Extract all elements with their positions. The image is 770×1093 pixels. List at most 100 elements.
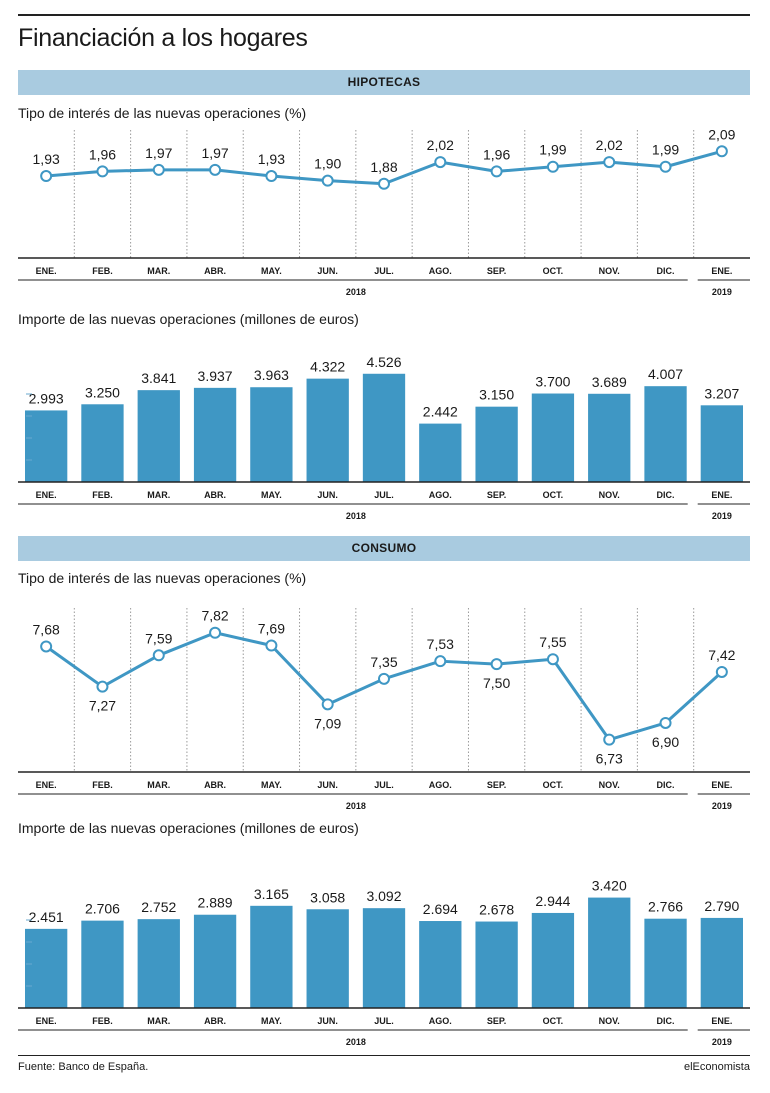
page-title: Financiación a los hogares bbox=[18, 24, 308, 52]
consumo-interes-data-label: 7,55 bbox=[539, 634, 566, 650]
hipotecas-interes-tick-label: JUL. bbox=[374, 266, 394, 276]
hipotecas-interes-tick-label: JUN. bbox=[317, 266, 338, 276]
hipotecas-importe-tick-label: DIC. bbox=[657, 490, 675, 500]
hipotecas-interes-point bbox=[490, 165, 503, 178]
consumo-interes-point bbox=[715, 665, 728, 678]
chart-title-hipotecas-importe: Importe de las nuevas operaciones (millo… bbox=[18, 311, 359, 327]
consumo-interes-data-label: 6,90 bbox=[652, 734, 679, 750]
consumo-importe-year-label-2018: 2018 bbox=[346, 1037, 366, 1047]
consumo-interes-point bbox=[265, 639, 278, 652]
hipotecas-importe-tick-label: MAY. bbox=[261, 490, 282, 500]
hipotecas-interes-point bbox=[434, 156, 447, 169]
consumo-interes-data-label: 7,59 bbox=[145, 630, 172, 646]
hipotecas-interes-data-label: 1,90 bbox=[314, 156, 341, 172]
hipotecas-importe-bar bbox=[700, 405, 743, 482]
hipotecas-importe-tick-label: SEP. bbox=[487, 490, 506, 500]
hipotecas-importe-data-label: 3.937 bbox=[198, 368, 233, 384]
consumo-importe-tick-label: ENE. bbox=[711, 1016, 732, 1026]
consumo-interes-data-label: 7,50 bbox=[483, 675, 510, 691]
consumo-importe-data-label: 2.706 bbox=[85, 901, 120, 917]
consumo-importe-bar bbox=[250, 905, 293, 1008]
consumo-interes-year-label-2018: 2018 bbox=[346, 801, 366, 811]
consumo-interes-data-label: 7,69 bbox=[258, 620, 285, 636]
hipotecas-importe-tick-label: NOV. bbox=[599, 490, 620, 500]
consumo-interes-tick-label: NOV. bbox=[599, 780, 620, 790]
consumo-importe-bar bbox=[306, 909, 349, 1008]
hipotecas-importe-data-label: 3.250 bbox=[85, 384, 120, 400]
consumo-interes-point bbox=[490, 658, 503, 671]
hipotecas-importe-data-label: 3.689 bbox=[592, 374, 627, 390]
hipotecas-interes-data-label: 1,97 bbox=[201, 145, 228, 161]
hipotecas-interes-tick-label: FEB. bbox=[92, 266, 113, 276]
consumo-interes-tick-label: OCT. bbox=[543, 780, 564, 790]
hipotecas-importe-tick-label: ABR. bbox=[204, 490, 226, 500]
hipotecas-importe-bar bbox=[588, 393, 631, 482]
hipotecas-interes-point bbox=[715, 145, 728, 158]
hipotecas-importe-data-label: 3.150 bbox=[479, 387, 514, 403]
hipotecas-importe-data-label: 3.207 bbox=[704, 385, 739, 401]
consumo-importe-data-label: 2.451 bbox=[29, 909, 64, 925]
consumo-importe-data-label: 3.092 bbox=[366, 888, 401, 904]
consumo-importe-tick-label: FEB. bbox=[92, 1016, 113, 1026]
hipotecas-importe-bar bbox=[25, 410, 68, 482]
consumo-importe-bar bbox=[475, 921, 518, 1008]
hipotecas-interes-year-label-2018: 2018 bbox=[346, 287, 366, 297]
consumo-interes-point bbox=[96, 680, 109, 693]
consumo-interes-point bbox=[40, 640, 53, 653]
hipotecas-importe-tick-label: MAR. bbox=[147, 490, 170, 500]
hipotecas-interes-point bbox=[378, 177, 390, 190]
hipotecas-importe-tick-label: ENE. bbox=[711, 490, 732, 500]
consumo-interes-year-label-2019: 2019 bbox=[712, 801, 732, 811]
consumo-importe-tick-label: NOV. bbox=[599, 1016, 620, 1026]
consumo-interes-data-label: 7,27 bbox=[89, 698, 116, 714]
hipotecas-importe-bar bbox=[81, 404, 124, 482]
hipotecas-interes-tick-label: SEP. bbox=[487, 266, 506, 276]
hipotecas-importe-tick-label: JUL. bbox=[374, 490, 394, 500]
consumo-importe-bar bbox=[362, 908, 406, 1008]
consumo-interes-point bbox=[378, 672, 390, 685]
consumo-importe-bar bbox=[25, 928, 68, 1008]
consumo-interes-point bbox=[209, 626, 222, 639]
hipotecas-importe-bar bbox=[475, 406, 518, 482]
consumo-interes-data-label: 6,73 bbox=[596, 751, 623, 767]
consumo-importe-data-label: 2.790 bbox=[704, 898, 739, 914]
hipotecas-importe-data-label: 4.526 bbox=[366, 354, 401, 370]
hipotecas-interes-tick-label: MAR. bbox=[147, 266, 170, 276]
consumo-importe-data-label: 3.058 bbox=[310, 889, 345, 905]
consumo-importe-tick-label: SEP. bbox=[487, 1016, 506, 1026]
consumo-importe-data-label: 2.889 bbox=[198, 895, 233, 911]
hipotecas-importe-bar bbox=[644, 386, 687, 482]
hipotecas-importe-data-label: 3.841 bbox=[141, 370, 176, 386]
hipotecas-importe-data-label: 2.993 bbox=[29, 390, 64, 406]
hipotecas-interes-point bbox=[546, 160, 559, 173]
consumo-importe-tick-label: MAY. bbox=[261, 1016, 282, 1026]
consumo-interes-tick-label: FEB. bbox=[92, 780, 113, 790]
consumo-interes-data-label: 7,42 bbox=[708, 647, 735, 663]
hipotecas-importe-tick-label: OCT. bbox=[543, 490, 564, 500]
consumo-interes-tick-label: ENE. bbox=[711, 780, 732, 790]
consumo-importe-bar bbox=[700, 917, 743, 1008]
hipotecas-importe-year-label-2019: 2019 bbox=[712, 511, 732, 521]
consumo-importe-data-label: 3.420 bbox=[592, 878, 627, 894]
hipotecas-interes-data-label: 1,99 bbox=[539, 142, 566, 158]
hipotecas-importe-bar bbox=[193, 387, 237, 482]
chart-title-hipotecas-interes: Tipo de interés de las nuevas operacione… bbox=[18, 105, 307, 121]
hipotecas-interes-data-label: 2,02 bbox=[596, 137, 623, 153]
hipotecas-importe-tick-label: JUN. bbox=[317, 490, 338, 500]
chart-title-consumo-interes: Tipo de interés de las nuevas operacione… bbox=[18, 570, 307, 586]
hipotecas-interes-tick-label: NOV. bbox=[599, 266, 620, 276]
hipotecas-interes-tick-label: ENE. bbox=[36, 266, 57, 276]
hipotecas-importe-tick-label: ENE. bbox=[36, 490, 57, 500]
consumo-interes-data-label: 7,82 bbox=[201, 608, 228, 624]
consumo-interes-data-label: 7,35 bbox=[370, 654, 397, 670]
consumo-importe-bar bbox=[419, 921, 462, 1008]
hipotecas-importe-bar bbox=[531, 393, 575, 482]
hipotecas-interes-tick-label: ABR. bbox=[204, 266, 226, 276]
source-note: Fuente: Banco de España. bbox=[18, 1061, 149, 1073]
hipotecas-interes-point bbox=[209, 163, 222, 176]
consumo-importe-tick-label: OCT. bbox=[543, 1016, 564, 1026]
hipotecas-interes-point bbox=[603, 156, 616, 169]
hipotecas-interes-point bbox=[40, 170, 53, 183]
bottom-rule bbox=[18, 1055, 750, 1056]
hipotecas-interes-tick-label: DIC. bbox=[657, 266, 675, 276]
